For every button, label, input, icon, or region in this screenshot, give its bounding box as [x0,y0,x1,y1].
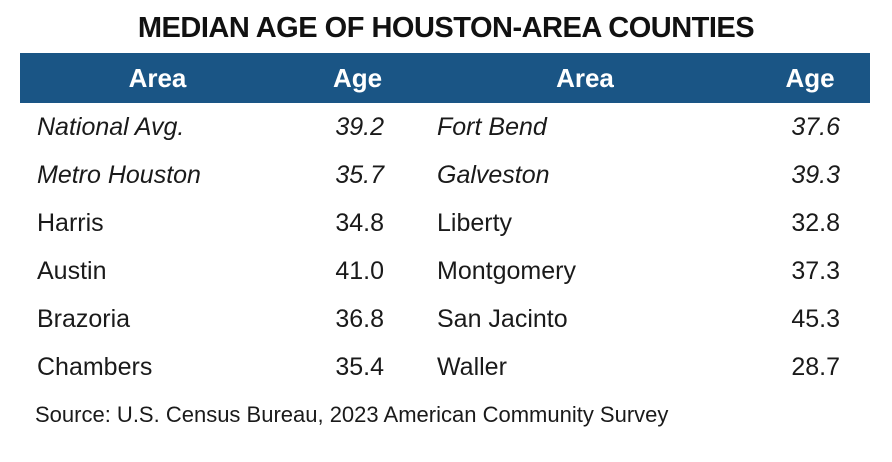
cell-age-right: 45.3 [791,304,840,333]
cell-area-right: Fort Bend [437,112,547,141]
cell-area-left: Brazoria [37,304,131,333]
table-header-row: Area Age Area Age [20,53,870,103]
cell-age-right: 37.6 [791,112,840,141]
cell-age-right: 32.8 [791,208,840,237]
table-row: Harris 34.8 Liberty 32.8 [20,199,870,247]
cell-area-right: Liberty [437,208,513,237]
cell-age-right: 39.3 [791,160,840,189]
table-row: Chambers 35.4 Waller 28.7 [20,343,870,391]
cell-area-left: Austin [37,256,107,285]
cell-age-right: 37.3 [791,256,840,285]
header-age-right: Age [785,62,835,93]
cell-area-right: San Jacinto [437,304,568,333]
cell-age-left: 36.8 [335,304,384,333]
cell-age-left: 39.2 [335,112,384,141]
cell-area-left: Metro Houston [37,160,201,189]
header-area-right: Area [556,62,614,93]
cell-age-left: 35.7 [335,160,384,189]
cell-area-right: Galveston [437,160,550,189]
cell-area-left: Chambers [37,352,153,381]
cell-area-right: Montgomery [437,256,576,285]
table-row: Austin 41.0 Montgomery 37.3 [20,247,870,295]
table-row: National Avg. 39.2 Fort Bend 37.6 [20,103,870,151]
table-row: Metro Houston 35.7 Galveston 39.3 [20,151,870,199]
page-title: MEDIAN AGE OF HOUSTON-AREA COUNTIES [137,12,755,44]
cell-age-left: 41.0 [335,256,384,285]
cell-area-left: Harris [37,208,104,237]
header-age-left: Age [332,62,383,93]
cell-age-right: 28.7 [791,352,840,381]
median-age-table: Area Age Area Age National Avg. 39.2 For… [20,53,870,391]
cell-age-left: 35.4 [335,352,384,381]
source-attribution: Source: U.S. Census Bureau, 2023 America… [35,402,669,427]
cell-age-left: 34.8 [335,208,384,237]
cell-area-left: National Avg. [37,112,185,141]
table-row: Brazoria 36.8 San Jacinto 45.3 [20,295,870,343]
cell-area-right: Waller [437,352,507,381]
header-area-left: Area [128,62,187,93]
